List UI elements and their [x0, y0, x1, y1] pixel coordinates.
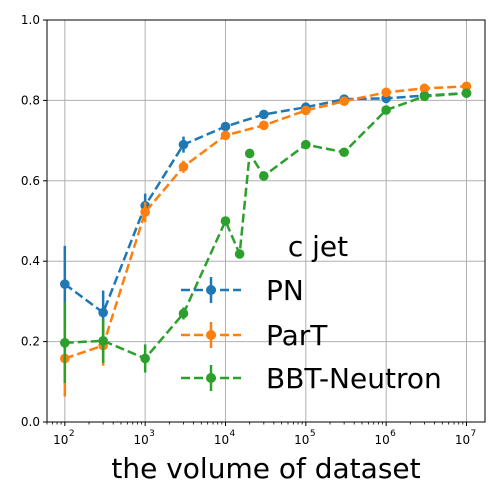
y-tick-label: 0.4: [21, 254, 40, 268]
data-point: [140, 353, 150, 364]
data-point: [98, 335, 108, 346]
x-tick-exponent: 4: [229, 429, 235, 439]
data-point: [461, 81, 472, 92]
data-point: [220, 121, 231, 132]
data-point: [339, 96, 349, 107]
legend-item: PN: [181, 274, 304, 307]
plot-frame: [46, 19, 486, 423]
data-point: [234, 249, 245, 259]
data-point: [60, 279, 70, 289]
y-tick-label: 0.6: [21, 174, 40, 188]
x-tick-label: 10: [214, 433, 229, 447]
data-point: [419, 83, 430, 94]
x-tick-exponent: 7: [470, 429, 476, 439]
data-point: [140, 207, 150, 217]
x-tick-exponent: 2: [69, 429, 75, 439]
data-point: [259, 109, 269, 120]
data-point: [301, 105, 311, 116]
x-tick-exponent: 3: [149, 429, 155, 439]
x-tick-label: 10: [294, 433, 309, 447]
ticks-layer: 0.00.20.40.60.81.010 2 10 3 10 4 10 5 10 6 10 7: [21, 13, 476, 447]
legend-label: PN: [266, 274, 304, 307]
data-point: [244, 148, 255, 159]
x-tick-exponent: 5: [310, 429, 316, 439]
x-axis-label: the volume of dataset: [111, 452, 420, 485]
legend: c jet PN ParT BBT-Neutron: [181, 230, 442, 395]
legend-marker: [206, 285, 216, 295]
data-point: [461, 88, 472, 98]
legend-label: BBT-Neutron: [266, 362, 442, 395]
y-tick-label: 0.8: [21, 93, 40, 107]
x-tick-exponent: 6: [390, 429, 396, 439]
data-point: [178, 161, 189, 172]
y-tick-label: 0.2: [21, 335, 40, 349]
legend-marker: [206, 373, 216, 383]
data-point: [339, 147, 349, 158]
legend-title: c jet: [288, 230, 348, 263]
data-point: [220, 216, 231, 226]
y-tick-label: 0.0: [21, 415, 40, 429]
legend-label: ParT: [266, 319, 328, 352]
data-point: [419, 91, 430, 102]
data-point: [178, 308, 189, 319]
data-point: [381, 105, 391, 115]
data-point: [259, 120, 269, 131]
data-point: [301, 139, 311, 150]
data-point: [381, 87, 391, 98]
series-bbt-neutron: [60, 88, 472, 384]
series-layer: [60, 81, 472, 397]
legend-item: BBT-Neutron: [181, 362, 442, 395]
data-point: [98, 307, 108, 318]
data-point: [178, 139, 189, 150]
x-tick-label: 10: [455, 433, 470, 447]
data-point: [60, 338, 70, 348]
y-tick-label: 1.0: [21, 13, 40, 27]
x-tick-label: 10: [375, 433, 390, 447]
x-tick-label: 10: [53, 433, 68, 447]
data-point: [259, 171, 269, 181]
data-point: [220, 130, 231, 141]
x-tick-label: 10: [134, 433, 149, 447]
legend-marker: [206, 330, 216, 340]
legend-item: ParT: [181, 319, 328, 352]
